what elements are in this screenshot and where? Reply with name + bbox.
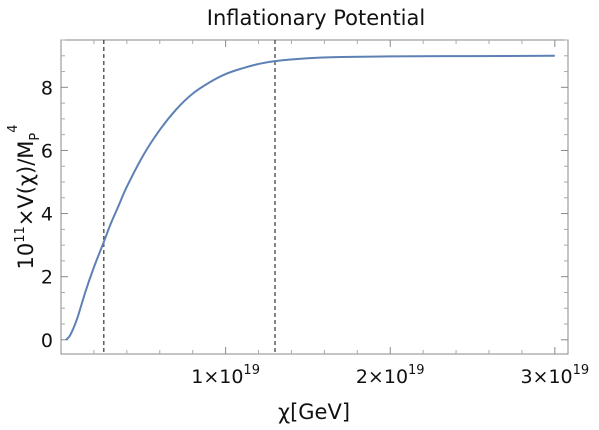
tick-marks — [61, 39, 568, 354]
x-tick-exponent: 19 — [408, 363, 425, 378]
series-group — [65, 54, 555, 341]
reference-lines — [103, 40, 276, 354]
x-tick-label: 3×1019 — [520, 363, 589, 388]
y-axis-prefix-exponent: 11 — [13, 226, 28, 243]
x-tick-mantissa: 1×10 — [191, 366, 243, 388]
x-tick-mantissa: 3×10 — [520, 366, 572, 388]
y-axis-prefix: 10 — [14, 243, 38, 270]
chart-title: Inflationary Potential — [207, 6, 425, 30]
y-tick-label: 0 — [41, 330, 53, 352]
x-axis-symbol: χ — [278, 400, 290, 424]
series-line — [65, 54, 555, 341]
x-tick-label: 1×1019 — [191, 363, 260, 388]
y-axis-body: ×V(χ)/M — [14, 141, 38, 227]
x-tick-exponent: 19 — [573, 363, 590, 378]
x-axis-unit: [GeV] — [290, 400, 350, 424]
y-tick-label: 2 — [41, 267, 53, 289]
x-tick-label: 2×1019 — [356, 363, 425, 388]
x-tick-exponent: 19 — [243, 363, 260, 378]
y-tick-label: 8 — [41, 77, 53, 99]
x-tick-labels: 1×1019 2×1019 3×1019 — [191, 363, 589, 388]
y-tick-labels: 0 2 4 6 8 — [41, 77, 53, 351]
y-axis-superscript: 4 — [6, 124, 21, 132]
x-axis-label: χ[GeV] — [278, 400, 350, 424]
y-axis-label: 1011×V(χ)/MP4 — [6, 124, 43, 269]
plot-frame — [60, 39, 569, 355]
y-axis-subscript: P — [28, 133, 43, 141]
y-tick-label: 4 — [41, 204, 53, 226]
y-tick-label: 6 — [41, 140, 53, 162]
x-tick-mantissa: 2×10 — [356, 366, 408, 388]
